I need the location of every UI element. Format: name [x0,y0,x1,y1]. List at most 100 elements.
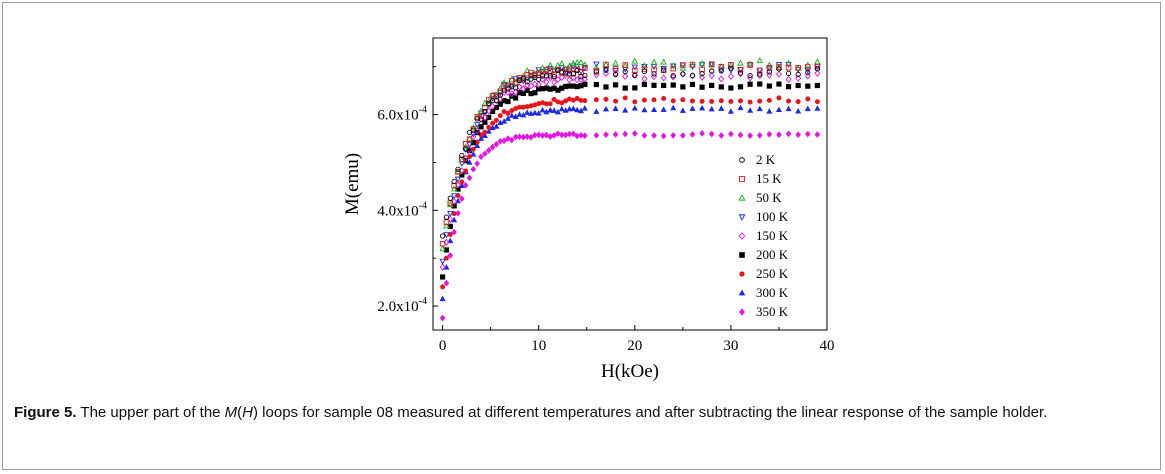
data-point [641,97,647,103]
data-point [814,99,820,105]
data-point [516,77,523,84]
data-point [641,106,648,113]
data-point [531,80,538,88]
data-point [451,228,457,236]
data-point [766,108,773,114]
legend-item-bg [730,170,826,188]
legend-marker [739,176,745,182]
data-point [689,72,696,80]
data-point [570,105,577,111]
data-point [508,136,515,144]
x-tick-label: 10 [531,338,546,354]
data-point [709,98,715,104]
data-point [508,112,515,118]
data-point [558,131,565,139]
data-point [516,133,523,141]
data-point [581,105,588,111]
data-point [574,95,580,101]
legend-label: 150 K [756,228,789,243]
figure-caption: Figure 5. The upper part of the M(H) loo… [14,402,1144,423]
data-point [566,76,573,84]
data-point [439,295,446,302]
data-point [535,80,542,89]
data-point [524,81,531,89]
data-point [757,81,763,87]
data-point [757,98,763,104]
data-point [543,73,550,79]
data-point [699,73,706,81]
data-point [805,96,811,102]
data-point [804,105,811,112]
data-point [593,81,599,88]
data-point [602,61,610,68]
data-point [459,152,465,159]
data-point [593,61,600,68]
data-point [539,106,546,113]
data-point [641,66,648,72]
data-point [478,116,484,122]
data-point [661,95,667,101]
data-point [547,101,553,107]
data-point [566,65,573,72]
data-point [641,75,648,83]
data-point [574,67,580,74]
data-point [470,133,477,141]
data-point [795,82,801,89]
data-point [551,132,557,139]
caption-text-before: The upper part of the [76,404,225,421]
data-point [443,222,450,229]
legend-label: 350 K [756,304,789,319]
data-point [689,72,696,79]
data-point [562,131,569,139]
data-point [462,140,469,147]
data-point [747,72,753,79]
data-point [660,132,667,140]
data-point [805,69,811,76]
chart: 0 10 20 30 40 2.0x10-4 4.0x10-4 6.0x10-4 H(kOe) M… [342,37,835,382]
data-point [632,72,638,79]
data-point [747,62,753,68]
data-point [593,97,599,103]
data-point [486,100,492,107]
data-point [785,130,792,138]
data-point [795,99,801,105]
data-point [641,62,648,69]
data-point [632,99,638,105]
data-point [470,165,477,173]
data-point [474,142,481,149]
data-point [466,174,473,182]
data-point [718,84,724,90]
data-point [776,131,782,138]
x-tick-label: 20 [627,338,642,354]
data-point [756,57,764,64]
data-point [805,83,811,89]
data-point [505,86,511,92]
data-point [504,115,511,121]
y-tick-label: 2.0x10-4 [377,296,427,315]
data-point [814,131,821,138]
data-point [443,214,450,220]
data-point [470,151,477,157]
data-point [737,84,744,90]
data-point [689,105,696,111]
data-point [622,130,629,138]
data-point [670,104,677,111]
data-point [570,71,576,77]
legend-label: 250 K [756,266,789,281]
data-point [689,61,696,68]
data-point [493,97,500,104]
data-point [593,131,600,139]
data-point [804,72,811,80]
data-point [581,61,589,68]
x-tick-label: 0 [439,338,447,354]
data-point [698,60,706,67]
data-point [439,240,446,247]
data-point [766,83,772,89]
data-point [531,109,538,116]
data-point [566,71,573,77]
data-point [814,66,821,72]
data-point [447,237,454,244]
data-point [737,70,744,78]
data-point [474,129,480,136]
legend-label: 15 K [756,171,782,186]
